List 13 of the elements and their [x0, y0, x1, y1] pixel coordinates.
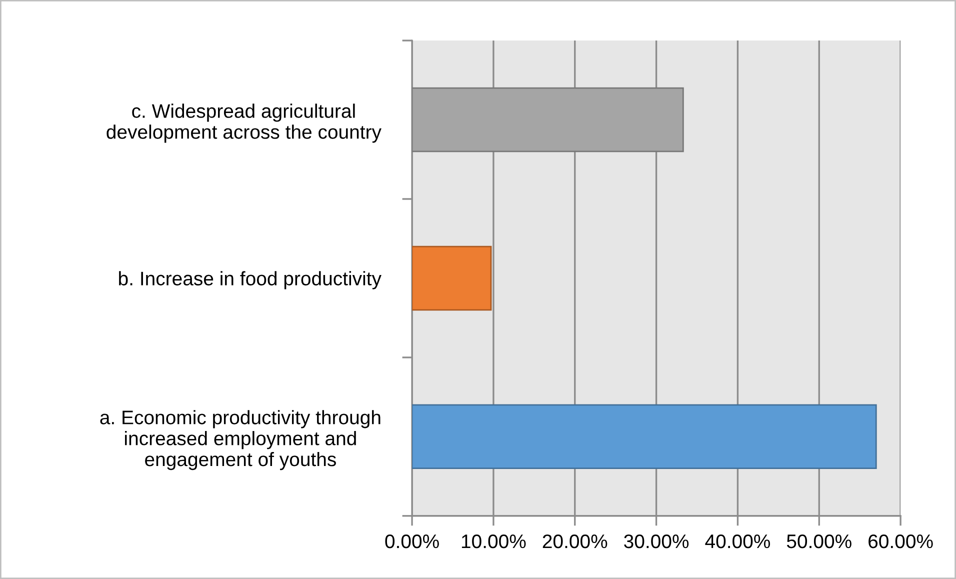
x-tick-label: 10.00% [462, 534, 526, 548]
y-tick-label: a. Economic productivity through increased employment and engagement of youths [100, 410, 380, 470]
y-tick-label: b. Increase in food productivity [119, 271, 382, 290]
bar [412, 404, 877, 470]
bar [412, 87, 684, 152]
y-tick-label: c. Widespread agricultural development across the country [106, 104, 382, 143]
x-tick-label: 50.00% [786, 534, 852, 548]
x-tick-label: 20.00% [542, 534, 608, 548]
x-tick-label: 40.00% [705, 534, 770, 548]
x-tick-label: 30.00% [624, 534, 689, 548]
x-tick-label: 60.00% [868, 534, 933, 548]
bar [412, 246, 492, 311]
x-tick-label: 0.00% [385, 534, 439, 548]
